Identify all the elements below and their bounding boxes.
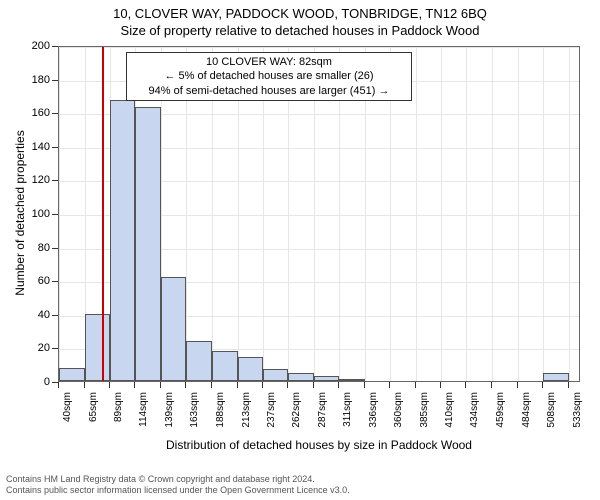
x-tick-label: 213sqm [241,392,252,432]
x-tick [491,382,492,388]
x-tick-label: 336sqm [368,392,379,432]
annotation-line: 10 CLOVER WAY: 82sqm [133,55,405,69]
y-tick [52,46,58,47]
footer-attribution: Contains HM Land Registry data © Crown c… [6,474,350,496]
x-tick [568,382,569,388]
y-tick-label: 80 [22,242,50,254]
x-tick-label: 311sqm [342,392,353,432]
x-tick [338,382,339,388]
x-tick-label: 459sqm [495,392,506,432]
footer-line: Contains HM Land Registry data © Crown c… [6,474,350,485]
x-tick [364,382,365,388]
gridline-v [543,47,544,381]
x-tick [389,382,390,388]
x-tick-label: 484sqm [521,392,532,432]
chart-title-main: 10, CLOVER WAY, PADDOCK WOOD, TONBRIDGE,… [0,0,600,21]
y-tick-label: 160 [22,107,50,119]
y-tick [52,248,58,249]
x-tick-label: 434sqm [469,392,480,432]
x-tick-label: 163sqm [189,392,200,432]
y-tick-label: 180 [22,74,50,86]
histogram-bar [59,368,85,381]
y-tick [52,348,58,349]
gridline-v [518,47,519,381]
x-tick [542,382,543,388]
annotation-line: ← 5% of detached houses are smaller (26) [133,69,405,83]
y-tick [52,281,58,282]
x-tick [465,382,466,388]
y-tick-label: 60 [22,275,50,287]
y-tick [52,214,58,215]
x-tick [517,382,518,388]
x-tick [185,382,186,388]
histogram-bar [288,373,314,381]
x-tick-label: 237sqm [266,392,277,432]
gridline-v [466,47,467,381]
histogram-bar [238,357,263,381]
x-tick [134,382,135,388]
x-tick-label: 385sqm [419,392,430,432]
histogram-bar [314,376,339,381]
y-tick-label: 20 [22,342,50,354]
x-tick-label: 262sqm [291,392,302,432]
x-tick [211,382,212,388]
y-tick-label: 140 [22,141,50,153]
chart-title-sub: Size of property relative to detached ho… [0,21,600,38]
y-tick-label: 40 [22,309,50,321]
histogram-bar [85,314,110,381]
chart-container: { "titles": { "main": "10, CLOVER WAY, P… [0,0,600,500]
x-tick [160,382,161,388]
gridline-v [416,47,417,381]
x-tick-label: 40sqm [62,392,73,432]
y-tick-label: 120 [22,174,50,186]
gridline-h [59,47,579,48]
x-tick [415,382,416,388]
histogram-bar [110,100,136,381]
x-tick [84,382,85,388]
y-tick [52,315,58,316]
x-tick [58,382,59,388]
x-tick-label: 114sqm [138,392,149,432]
histogram-bar [339,379,365,381]
x-tick-label: 508sqm [546,392,557,432]
y-tick [52,113,58,114]
histogram-bar [161,277,186,381]
x-tick [313,382,314,388]
x-tick-label: 360sqm [393,392,404,432]
x-tick-label: 533sqm [572,392,583,432]
x-tick [440,382,441,388]
histogram-bar [263,369,289,381]
gridline-v [492,47,493,381]
x-tick-label: 410sqm [444,392,455,432]
y-tick [52,147,58,148]
x-tick [237,382,238,388]
y-tick [52,80,58,81]
annotation-box: 10 CLOVER WAY: 82sqm ← 5% of detached ho… [126,52,412,101]
y-tick-label: 0 [22,376,50,388]
y-tick-label: 200 [22,40,50,52]
annotation-line: 94% of semi-detached houses are larger (… [133,84,405,98]
x-tick [262,382,263,388]
x-tick-label: 89sqm [113,392,124,432]
reference-line [102,47,104,381]
gridline-v [441,47,442,381]
x-tick-label: 139sqm [164,392,175,432]
y-tick [52,180,58,181]
histogram-bar [543,373,569,381]
histogram-bar [135,107,161,381]
histogram-bar [186,341,212,381]
x-tick [109,382,110,388]
gridline-v [59,47,60,381]
histogram-bar [212,351,238,381]
gridline-v [569,47,570,381]
x-axis-label: Distribution of detached houses by size … [58,438,580,452]
x-tick-label: 287sqm [317,392,328,432]
y-tick-label: 100 [22,208,50,220]
x-tick-label: 188sqm [215,392,226,432]
x-tick-label: 65sqm [88,392,99,432]
x-tick [287,382,288,388]
footer-line: Contains public sector information licen… [6,485,350,496]
